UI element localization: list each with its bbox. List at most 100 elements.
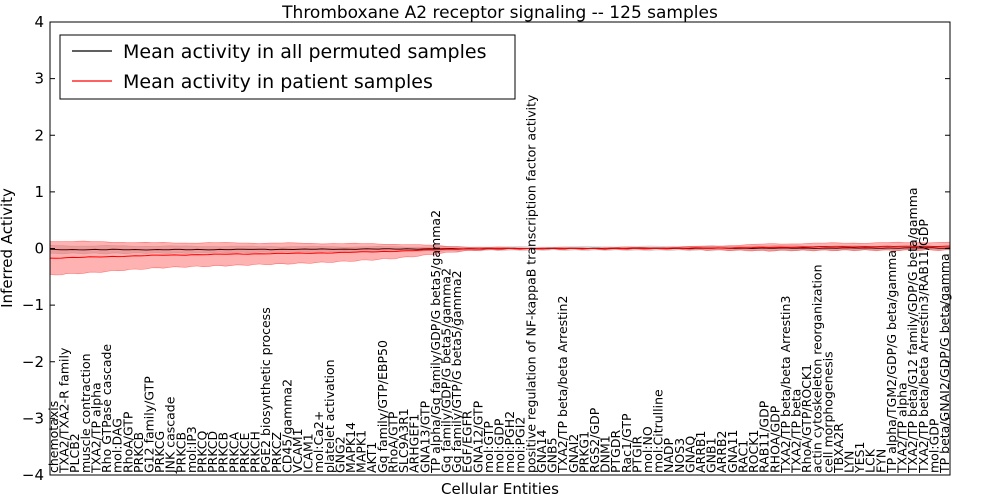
entity-label: TXA2/TP beta — [789, 389, 804, 474]
y-tick-label: 3 — [34, 70, 44, 88]
entity-label: RhoA/GTP — [120, 411, 135, 473]
entity-label: PRKCB — [131, 432, 146, 473]
entity-label: AKT1 — [364, 442, 379, 473]
plot-frame — [49, 21, 951, 476]
entity-label: ARHGEF1 — [407, 414, 422, 473]
entity-label: YES1 — [852, 442, 867, 474]
legend-box — [59, 34, 516, 100]
y-tick-label: −2 — [22, 353, 44, 371]
entity-label: RhoA/GTP — [385, 411, 400, 473]
entity-label: mol:NO — [640, 426, 655, 473]
entity-label: mol:GTP — [481, 421, 496, 473]
entity-label: LCK — [863, 448, 878, 473]
entity-label: cell morphogenesis — [820, 351, 835, 473]
x-axis-label: Cellular Entities — [441, 480, 559, 498]
legend-label-permuted: Mean activity in all permuted samples — [123, 41, 486, 63]
entity-label: NADP — [661, 437, 676, 473]
y-tick-label: 0 — [34, 240, 44, 258]
entity-label: platelet activation — [322, 359, 337, 473]
entity-label: mol:PGH2 — [502, 411, 517, 473]
entity-label: TXA2/TP beta/beta Arrestin3/RAB11/GDP — [916, 219, 931, 474]
entity-label: FYN — [873, 449, 888, 473]
entity-label: PRKG1 — [576, 431, 591, 473]
entity-label: mol:GDP — [492, 418, 507, 473]
entity-label: TXA2/TP beta/beta Arrestin3 — [778, 296, 793, 474]
entity-label: mol:Ca2+ — [311, 411, 326, 473]
entity-label: EGF/EGFR — [460, 410, 475, 473]
entity-label: SLC9A3R1 — [396, 408, 411, 473]
y-axis: 4 3 2 1 0 −1 −2 −3 −4 — [22, 13, 950, 484]
entity-label: GNG2 — [332, 436, 347, 473]
legend: Mean activity in all permuted samples Me… — [59, 34, 516, 100]
entity-label: actin cytoskeleton reorganization — [810, 264, 825, 473]
entity-label: mol:DAG — [110, 418, 125, 473]
entity-label: PRKCA — [226, 432, 241, 473]
entity-label: ARRB2 — [714, 431, 729, 473]
entity-label: GNAQ — [682, 436, 697, 473]
entity-label: GNA14 — [534, 429, 549, 473]
entity-label: PRKCZ — [269, 432, 284, 473]
entity-label: NOS3 — [672, 438, 687, 473]
entity-label: TP alpha/TGM2/GDP/G beta/gamma — [884, 250, 899, 474]
entity-label: PTGIR — [629, 435, 644, 473]
entity-label: TXA2/TP beta/G12 family/GDP/G beta/gamma — [905, 187, 920, 474]
entity-label: RAB11/GDP — [757, 400, 772, 473]
entity-label: PRKCD — [205, 431, 220, 473]
y-tick-label: 4 — [34, 13, 44, 31]
entity-label: TP alpha/Gq family/GDP/G beta5/gamma2 — [428, 210, 443, 474]
entity-label: mol:IP3 — [184, 426, 199, 473]
entity-label: GNA13/GTP — [417, 400, 432, 473]
entity-label: GNA11 — [725, 430, 740, 474]
entity-label: ROCK1 — [746, 430, 761, 473]
entity-label: PRKCH — [248, 431, 263, 473]
chart-title: Thromboxane A2 receptor signaling -- 125… — [281, 3, 718, 23]
entity-label: ICAM1 — [301, 433, 316, 473]
legend-label-patient: Mean activity in patient samples — [123, 71, 433, 93]
entity-label: PRKCG — [152, 431, 167, 473]
y-tick-label: 1 — [34, 183, 44, 201]
y-tick-label: −3 — [22, 409, 44, 427]
entity-label: PRKCE — [237, 433, 252, 473]
entity-label: GNA12/GTP — [470, 400, 485, 473]
entity-label: GNB1 — [704, 437, 719, 473]
series-line-patient — [49, 245, 951, 259]
entity-label: JNK cascade — [163, 396, 178, 474]
y-tick-label: 2 — [34, 126, 44, 144]
entity-label: PRKCB — [216, 432, 231, 473]
plot-area — [49, 240, 951, 276]
entity-label: VCAM1 — [290, 428, 305, 473]
entity-label: GNB5 — [545, 437, 560, 473]
entity-label: PRKCB — [173, 432, 188, 473]
entity-label: CD45/gamma2 — [279, 379, 294, 473]
entity-label: G12 family/GTP — [142, 376, 157, 473]
entity-label: MAPK1 — [354, 430, 369, 473]
entity-label: LYN — [842, 451, 857, 473]
entity-label: PLCB2 — [67, 433, 82, 473]
entity-label: RGS2/GDP — [587, 407, 602, 473]
entity-label: PGE2 biosynthetic process — [258, 307, 273, 473]
entity-label: Rho GTPase cascade — [99, 344, 114, 473]
entity-label: RAC1 — [736, 440, 751, 473]
entity-label: Rac1/GTP — [619, 413, 634, 473]
entity-label: DNM1 — [598, 435, 613, 473]
entity-label: TXA2/TP beta/beta Arrestin2 — [555, 296, 570, 474]
entity-label: PTGDR — [608, 430, 623, 473]
entity-label: TXA2/TP alpha — [895, 382, 910, 474]
entity-label: TXA2/TP alpha — [88, 382, 103, 474]
y-tick-label: −4 — [22, 466, 44, 484]
entity-label: Gq family/GDP/G beta5/gamma2 — [439, 268, 454, 473]
entity-label: TBXA2R — [831, 423, 846, 474]
entity-label: mol:Citrulline — [651, 389, 666, 473]
entity-label: ARRB1 — [693, 431, 708, 473]
entity-label: MAPK14 — [343, 422, 358, 473]
y-tick-label: −1 — [22, 296, 44, 314]
entity-label: RHOA/GDP — [767, 405, 782, 473]
entity-label: PRKCQ — [195, 431, 210, 473]
entity-label: Gq family/GTP/G beta5/gamma2 — [449, 270, 464, 473]
entity-label: GNAI2 — [566, 434, 581, 473]
entity-label: Gq family/GTP/EBP50 — [375, 340, 390, 473]
entity-label: mol:PGI2 — [513, 417, 528, 473]
entity-label: TXA2/TXA2-R family — [57, 347, 72, 474]
